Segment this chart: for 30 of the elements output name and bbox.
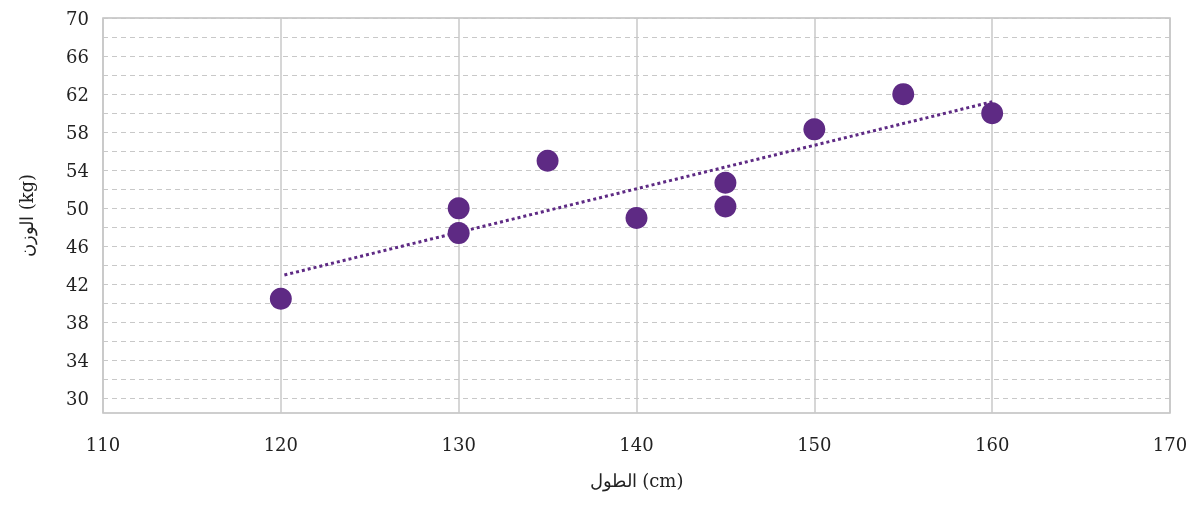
x-tick-label: 150 [797,433,832,455]
point [269,287,292,310]
point [536,149,559,172]
point [625,206,648,229]
point [892,83,915,106]
x-tick-label: 110 [85,433,121,455]
x-tick-label: 160 [974,433,1010,455]
point [447,197,470,220]
y-tick-label: 38 [66,312,89,334]
y-tick-label: 66 [66,45,89,67]
y-tick-label: 70 [66,7,89,29]
y-tick-label: 58 [66,121,89,143]
y-tick-label: 50 [66,197,89,219]
point [447,222,470,245]
point [981,102,1004,125]
y-tick-label: 30 [66,388,89,410]
x-tick-label: 170 [1152,433,1188,455]
x-tick-label: 140 [619,433,654,455]
x-axis-title: الطول (cm) [589,469,684,492]
point [714,195,737,218]
y-axis-title: الوزن (kg) [15,173,38,258]
y-tick-label: 34 [66,350,89,372]
point [714,171,737,194]
y-tick-label: 46 [66,235,89,257]
y-tick-label: 62 [66,83,89,105]
y-tick-label: 54 [66,159,89,181]
x-tick-label: 130 [441,433,476,455]
x-tick-label: 120 [263,433,299,455]
y-tick-label: 42 [66,274,89,296]
point [803,118,826,141]
